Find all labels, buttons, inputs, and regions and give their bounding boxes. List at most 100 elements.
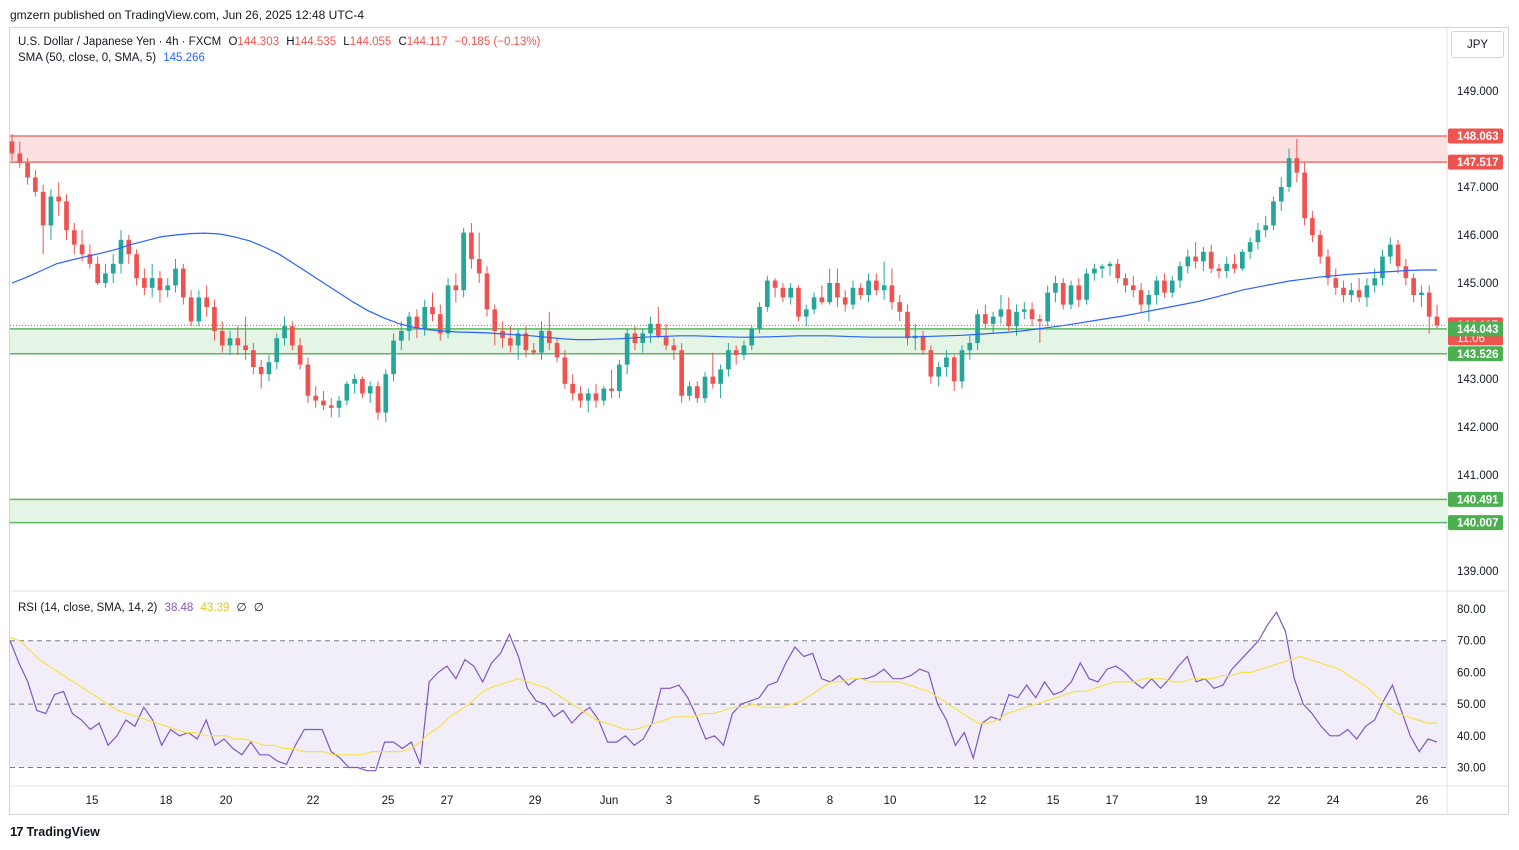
candle-body — [430, 307, 435, 315]
candle-body — [1224, 263, 1230, 271]
candle — [866, 273, 871, 303]
candle-body — [1403, 266, 1409, 279]
candle — [243, 316, 248, 360]
candle — [469, 223, 474, 269]
candle-body — [928, 350, 934, 377]
candle-body — [227, 338, 233, 346]
candle-body — [842, 297, 848, 305]
candle — [1434, 304, 1440, 329]
legend-change: −0.185 (−0.13%) — [454, 36, 541, 48]
tradingview-logo-text: TradingView — [26, 824, 100, 839]
candle — [990, 311, 996, 334]
close-label: C — [398, 36, 407, 48]
candle-body — [1434, 316, 1440, 326]
candle-body — [788, 287, 794, 298]
publisher-caption: gmzern published on TradingView.com, Jun… — [10, 8, 364, 22]
candle-body — [757, 307, 762, 329]
tradingview-logo[interactable]: 17 TradingView — [10, 824, 100, 839]
candle-body — [1372, 278, 1378, 286]
candle-body — [476, 259, 482, 274]
candle — [998, 295, 1004, 324]
candle-body — [585, 393, 591, 401]
candle-body — [1271, 201, 1276, 226]
candle-body — [1201, 251, 1206, 262]
candle-body — [562, 357, 568, 384]
candle — [624, 328, 630, 375]
candle — [718, 364, 723, 399]
candle-body — [1387, 244, 1393, 257]
candle — [1216, 263, 1222, 279]
candle — [842, 290, 848, 312]
candle — [1076, 278, 1082, 307]
candle — [710, 352, 716, 389]
candle — [492, 304, 498, 346]
candle — [951, 355, 957, 391]
candle-body — [811, 297, 817, 310]
candle-body — [835, 283, 840, 298]
candle-body — [25, 163, 30, 178]
candle-body — [959, 350, 965, 382]
candle-body — [617, 364, 622, 391]
time-tick-label: 19 — [1195, 795, 1208, 807]
candle-body — [1426, 292, 1432, 317]
candle — [134, 249, 139, 286]
candle — [726, 343, 731, 377]
candle — [1138, 283, 1144, 312]
price-tick-label: 143.000 — [1457, 374, 1499, 386]
candle-body — [539, 331, 544, 353]
candle-body — [819, 297, 825, 303]
candle-body — [1060, 283, 1066, 305]
candle-body — [1411, 278, 1416, 295]
high-value: 144.535 — [294, 36, 337, 48]
candle — [539, 321, 544, 360]
candle-body — [1154, 280, 1160, 295]
candle-body — [422, 307, 428, 329]
currency-button[interactable]: JPY — [1451, 31, 1504, 58]
time-tick-label: 12 — [974, 795, 987, 807]
candle-body — [1006, 309, 1012, 327]
candle-body — [1208, 251, 1214, 269]
candle-body — [1286, 158, 1292, 187]
candle-body — [204, 297, 210, 307]
price-label-badge — [1448, 128, 1503, 144]
sma-line — [11, 232, 1437, 341]
candle — [33, 170, 38, 197]
candle-body — [56, 196, 62, 202]
candle-body — [1294, 158, 1300, 173]
candle — [764, 275, 770, 312]
candle — [1294, 139, 1300, 183]
candle-body — [64, 201, 69, 231]
candle — [383, 369, 389, 423]
main-legend: U.S. Dollar / Japanese Yen · 4h · FXCM O… — [18, 36, 544, 48]
candle — [95, 256, 100, 286]
candle — [1053, 275, 1058, 303]
candle — [328, 398, 334, 418]
candle-body — [850, 287, 856, 305]
candle-body — [87, 254, 93, 264]
candle-body — [1356, 290, 1362, 298]
candle-body — [710, 376, 716, 384]
candle — [648, 316, 653, 343]
candle — [983, 304, 988, 329]
candle — [1099, 263, 1105, 279]
candle — [554, 338, 560, 363]
candle-body — [313, 395, 319, 401]
candle — [617, 359, 622, 399]
close-value: 144.117 — [406, 36, 448, 48]
candle — [305, 357, 311, 403]
candle-body — [1021, 309, 1027, 312]
rsi-ma-line — [9, 636, 1437, 756]
candle — [515, 328, 521, 360]
legend-low: L144.055 — [343, 36, 391, 48]
candle — [344, 381, 350, 406]
tradingview-logo-icon: 17 — [10, 824, 24, 839]
candle — [1177, 261, 1183, 288]
candle-body — [383, 374, 389, 413]
candle — [1169, 275, 1175, 298]
candle-body — [866, 280, 871, 295]
candle — [1014, 304, 1019, 336]
legend-open: O144.303 — [228, 36, 279, 48]
time-tick-label: 15 — [86, 795, 99, 807]
candle-body — [944, 357, 949, 367]
